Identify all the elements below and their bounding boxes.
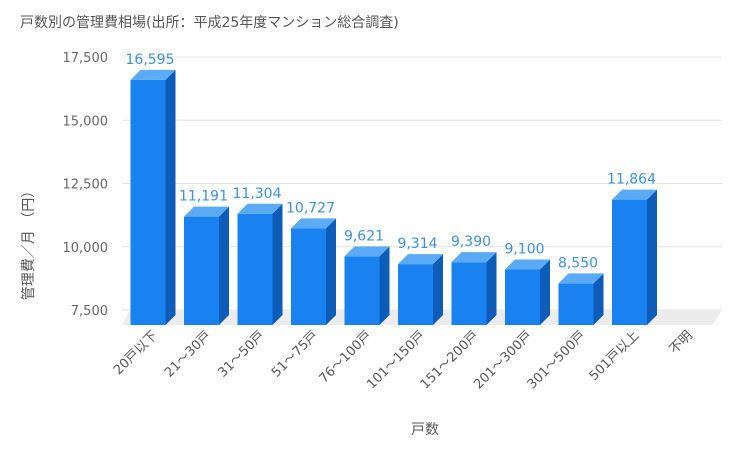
data-label: 11,304 xyxy=(233,186,282,202)
y-axis-title: 管理費／月 （円） xyxy=(21,184,37,300)
bar xyxy=(291,218,336,325)
data-label: 9,100 xyxy=(504,242,544,258)
bar-top xyxy=(344,246,390,257)
bar xyxy=(558,273,604,325)
bar-top xyxy=(505,259,550,270)
x-tick-label: 51～75戸 xyxy=(269,328,321,380)
x-tick-label: 76～100戸 xyxy=(317,328,375,386)
bar-top xyxy=(612,189,657,200)
bar-side xyxy=(647,189,657,325)
bar-front xyxy=(291,228,326,325)
data-label: 9,314 xyxy=(397,236,437,252)
bar-side xyxy=(165,69,176,325)
bar-front xyxy=(612,199,647,325)
bar-front xyxy=(344,256,380,325)
data-label: 9,621 xyxy=(344,228,384,244)
data-label: 10,727 xyxy=(286,200,335,216)
bar xyxy=(505,259,550,325)
bar-top xyxy=(398,254,443,265)
bar xyxy=(398,254,443,325)
bar-side xyxy=(272,203,283,325)
bar-front xyxy=(237,213,273,325)
bar-top xyxy=(130,69,176,80)
x-tick-label: 31～50戸 xyxy=(215,328,267,380)
bar xyxy=(130,69,176,325)
x-tick-label: 20戸以下 xyxy=(111,328,161,378)
bar xyxy=(344,246,390,325)
bar-top xyxy=(451,252,497,263)
x-tick-label: 不明 xyxy=(667,328,696,357)
y-tick-label: 17,500 xyxy=(63,51,109,66)
bar xyxy=(612,189,657,325)
y-axis-ticks: 7,500 10,000 12,500 15,000 17,500 xyxy=(63,51,109,319)
bar-side xyxy=(540,259,550,325)
bar-front xyxy=(130,79,166,325)
bar-front xyxy=(184,216,219,325)
x-tick-label: 21～30戸 xyxy=(162,328,214,380)
y-tick-label: 15,000 xyxy=(63,114,109,129)
data-label: 11,864 xyxy=(607,172,656,188)
bars xyxy=(130,69,657,325)
y-tick-label: 7,500 xyxy=(71,304,108,319)
y-tick-label: 12,500 xyxy=(63,178,109,193)
bar-top xyxy=(291,218,336,229)
bar-side xyxy=(326,218,336,325)
x-tick-label: 501戸以上 xyxy=(587,328,643,384)
bar-side xyxy=(486,252,497,325)
bar-side xyxy=(433,254,443,325)
bar-side xyxy=(379,246,390,325)
bar-front xyxy=(505,269,540,325)
bar-top xyxy=(558,273,604,284)
bar-front xyxy=(398,264,433,325)
bar-side xyxy=(219,206,229,325)
bar-top xyxy=(237,203,283,214)
bar xyxy=(237,203,283,325)
x-axis-title: 戸数 xyxy=(411,422,439,438)
chart-title: 戸数別の管理費相場(出所：平成25年度マンション総合調査) xyxy=(20,15,399,31)
bar xyxy=(184,206,229,325)
data-label: 11,191 xyxy=(179,189,228,205)
bar xyxy=(451,252,497,325)
data-label: 8,550 xyxy=(558,255,598,271)
y-tick-label: 10,000 xyxy=(63,241,109,256)
bar-front xyxy=(558,283,594,325)
data-label: 9,390 xyxy=(451,234,491,250)
bar-side xyxy=(593,273,604,325)
bar-top xyxy=(184,206,229,217)
data-label: 16,595 xyxy=(126,52,175,68)
bar-front xyxy=(451,262,487,325)
x-axis-ticks: 20戸以下 21～30戸 31～50戸 51～75戸76～100戸101～150戸15… xyxy=(111,328,696,392)
x-tick-label: 301～500戸 xyxy=(525,328,589,392)
